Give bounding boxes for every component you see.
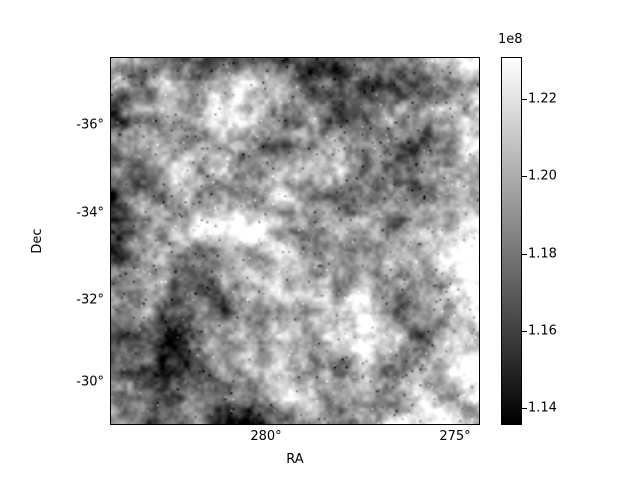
y-tick-label: -32° (76, 292, 104, 308)
colorbar-tick-label: 1.22 (528, 91, 557, 107)
colorbar-tick-label: 1.16 (528, 323, 557, 339)
y-axis-label: Dec (30, 228, 45, 254)
x-tick-label: 275° (439, 429, 471, 444)
colorbar-tick-mark (522, 99, 527, 101)
colorbar-tick-label: 1.20 (528, 168, 557, 184)
sky-map-image (111, 58, 479, 424)
colorbar-tick-mark (522, 254, 527, 256)
y-tick-mark (110, 214, 111, 215)
right-edge-tick-mark (479, 101, 480, 102)
colorbar-axes[interactable] (501, 57, 522, 425)
colorbar-tick-mark (522, 408, 527, 410)
colorbar-tick-label: 1.14 (528, 400, 557, 416)
right-edge-tick-mark (479, 376, 480, 377)
y-tick-label: -30° (76, 374, 104, 390)
y-tick-mark (110, 126, 111, 127)
right-edge-tick-mark (479, 201, 480, 202)
x-tick-mark (456, 424, 457, 425)
top-edge-tick-mark (169, 57, 170, 58)
x-tick-label-group: 280° 275° (110, 430, 480, 450)
y-tick-mark (110, 301, 111, 302)
colorbar-offset-text: 1e8 (498, 32, 523, 47)
colorbar-tick-mark (522, 331, 527, 333)
sky-map-axes[interactable] (110, 57, 480, 425)
y-tick-label: -36° (76, 117, 104, 133)
colorbar-tick-label: 1.18 (528, 246, 557, 262)
x-axis-label: RA (286, 452, 304, 467)
y-tick-label-group: -36° -34° -32° -30° (0, 57, 104, 425)
x-tick-mark (267, 424, 268, 425)
colorbar-gradient (502, 58, 521, 424)
x-tick-label: 280° (250, 429, 282, 444)
right-edge-tick-mark (479, 288, 480, 289)
y-tick-mark (110, 383, 111, 384)
top-edge-tick-mark (346, 57, 347, 58)
colorbar-tick-mark (522, 176, 527, 178)
top-edge-tick-mark (377, 57, 378, 58)
y-tick-label: -34° (76, 205, 104, 221)
colorbar-tick-group: 1.22 1.20 1.18 1.16 1.14 (501, 57, 557, 425)
